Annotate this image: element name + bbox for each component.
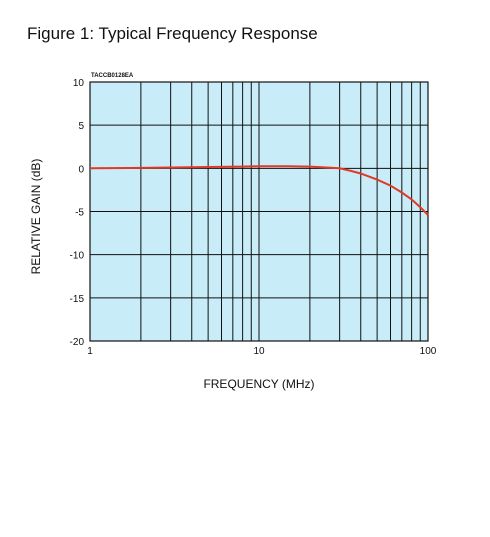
y-tick-label: -15 xyxy=(70,294,85,305)
y-tick-label: 10 xyxy=(73,78,85,89)
grid xyxy=(90,82,428,341)
y-tick-label: -5 xyxy=(75,208,84,219)
figure-code-label: TACCB0128EA xyxy=(91,73,134,79)
series-line xyxy=(89,165,429,216)
y-tick-labels: 10 5 0 -5 -10 -15 -20 xyxy=(70,78,85,348)
x-tick-label: 100 xyxy=(420,346,437,357)
x-tick-labels: 1 10 100 xyxy=(87,346,437,357)
y-tick-label: -20 xyxy=(70,337,85,348)
y-axis-label: RELATIVE GAIN (dB) xyxy=(29,159,43,275)
figure-title: Figure 1: Typical Frequency Response xyxy=(27,24,318,43)
x-tick-label: 10 xyxy=(253,346,265,357)
y-tick-label: -10 xyxy=(70,251,85,262)
x-axis-label: FREQUENCY (MHz) xyxy=(203,377,314,391)
x-tick-label: 1 xyxy=(87,346,93,357)
y-tick-label: 5 xyxy=(78,121,84,132)
y-tick-label: 0 xyxy=(78,164,84,175)
plot-border xyxy=(89,81,429,342)
